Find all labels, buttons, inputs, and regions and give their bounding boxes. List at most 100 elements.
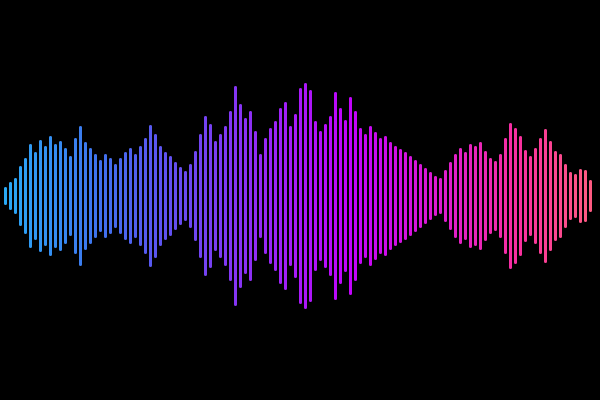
waveform-bar: [119, 158, 122, 234]
waveform-bar: [174, 162, 177, 230]
waveform-bar: [194, 151, 197, 241]
waveform-bar: [229, 111, 232, 281]
waveform-bar: [494, 161, 497, 231]
waveform-bar: [4, 187, 7, 205]
waveform-bar: [369, 126, 372, 266]
waveform-bar: [34, 152, 37, 240]
waveform-bar: [544, 129, 547, 263]
waveform-bar: [24, 158, 27, 234]
waveform-bar: [264, 138, 267, 254]
waveform-bar: [289, 126, 292, 266]
waveform-bar: [154, 134, 157, 258]
waveform-bar: [344, 120, 347, 272]
waveform-bar: [59, 141, 62, 251]
waveform-bar: [504, 138, 507, 254]
waveform-bar: [74, 138, 77, 254]
waveform-bar: [319, 131, 322, 261]
waveform-bar: [404, 152, 407, 240]
waveform-bar: [269, 128, 272, 264]
waveform-bar: [514, 128, 517, 264]
waveform-bar: [294, 114, 297, 278]
waveform-bar: [39, 140, 42, 252]
waveform-bar: [114, 164, 117, 228]
waveform-bar: [484, 151, 487, 241]
waveform-bar: [419, 164, 422, 228]
waveform-bar: [224, 126, 227, 266]
waveform-bar: [19, 166, 22, 226]
waveform-bar: [284, 102, 287, 290]
waveform-bar: [339, 108, 342, 284]
waveform-bar: [299, 88, 302, 304]
waveform-bar: [429, 172, 432, 220]
waveform-bar: [124, 152, 127, 240]
waveform-bar: [234, 86, 237, 306]
waveform-bar: [79, 126, 82, 266]
waveform-bar: [199, 134, 202, 258]
waveform-bar: [409, 156, 412, 236]
waveform-bar: [69, 156, 72, 236]
waveform-bar: [349, 97, 352, 295]
waveform-bar: [94, 154, 97, 238]
waveform-bar: [244, 118, 247, 274]
waveform-bar: [399, 149, 402, 243]
waveform-bar: [314, 121, 317, 271]
waveform-bar: [454, 154, 457, 238]
waveform-bar: [529, 156, 532, 236]
waveform-bar: [509, 123, 512, 269]
waveform-bar: [54, 144, 57, 248]
waveform-bar: [89, 148, 92, 244]
waveform-bar: [169, 156, 172, 236]
waveform-bar: [259, 154, 262, 238]
waveform-bar: [84, 142, 87, 250]
waveform-bar: [324, 124, 327, 268]
waveform-bar: [569, 172, 572, 220]
waveform-bar: [189, 164, 192, 228]
waveform-bar: [474, 146, 477, 246]
waveform-bar: [469, 144, 472, 248]
waveform-bar: [64, 148, 67, 244]
waveform-bar: [549, 141, 552, 251]
waveform-bar: [149, 125, 152, 267]
waveform-bar: [144, 138, 147, 254]
waveform-bar: [479, 142, 482, 250]
waveform-bar: [159, 146, 162, 246]
waveform-bar: [389, 142, 392, 250]
waveform-bar: [179, 167, 182, 225]
waveform-bar: [499, 154, 502, 238]
waveform-bar: [304, 83, 307, 309]
waveform-bar: [524, 150, 527, 242]
waveform-bar: [379, 138, 382, 254]
waveform-bar: [99, 160, 102, 232]
waveform-bar: [374, 132, 377, 260]
waveform-bar: [334, 92, 337, 300]
waveform-bar: [559, 154, 562, 238]
waveform-bar: [109, 158, 112, 234]
waveform-bar: [574, 174, 577, 218]
waveform-bar: [554, 151, 557, 241]
waveform-bar: [359, 128, 362, 264]
waveform-bar: [434, 176, 437, 216]
waveform-bar: [164, 152, 167, 240]
waveform-bar: [309, 90, 312, 302]
waveform-bar: [424, 168, 427, 224]
waveform-bar: [254, 131, 257, 261]
waveform-bar: [14, 178, 17, 214]
waveform-bar: [394, 146, 397, 246]
waveform-bar: [579, 169, 582, 223]
waveform-bar: [209, 124, 212, 268]
waveform-bar: [489, 158, 492, 234]
waveform-bar: [539, 138, 542, 254]
waveform-bar: [104, 154, 107, 238]
waveform-bar: [564, 164, 567, 228]
waveform-bar: [584, 170, 587, 222]
waveform-bar: [184, 171, 187, 221]
waveform-bar: [279, 108, 282, 284]
waveform-bar: [464, 152, 467, 240]
waveform-bar: [414, 160, 417, 232]
waveform-bar: [134, 154, 137, 238]
waveform-bar: [204, 116, 207, 276]
waveform-bar: [9, 182, 12, 210]
waveform-bar: [439, 178, 442, 214]
